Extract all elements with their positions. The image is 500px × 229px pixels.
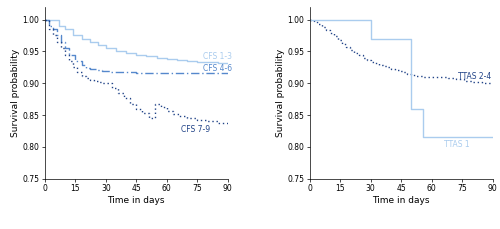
X-axis label: Time in days: Time in days: [372, 196, 430, 205]
Text: TTAS 2-4: TTAS 2-4: [458, 72, 491, 81]
X-axis label: Time in days: Time in days: [108, 196, 165, 205]
Y-axis label: Survival probability: Survival probability: [276, 49, 284, 137]
Text: TTAS 1: TTAS 1: [444, 140, 469, 149]
Text: CFS 1-3: CFS 1-3: [204, 52, 233, 61]
Y-axis label: Survival probability: Survival probability: [10, 49, 20, 137]
Text: CFS 4-6: CFS 4-6: [204, 64, 233, 73]
Text: CFS 7-9: CFS 7-9: [181, 125, 210, 134]
